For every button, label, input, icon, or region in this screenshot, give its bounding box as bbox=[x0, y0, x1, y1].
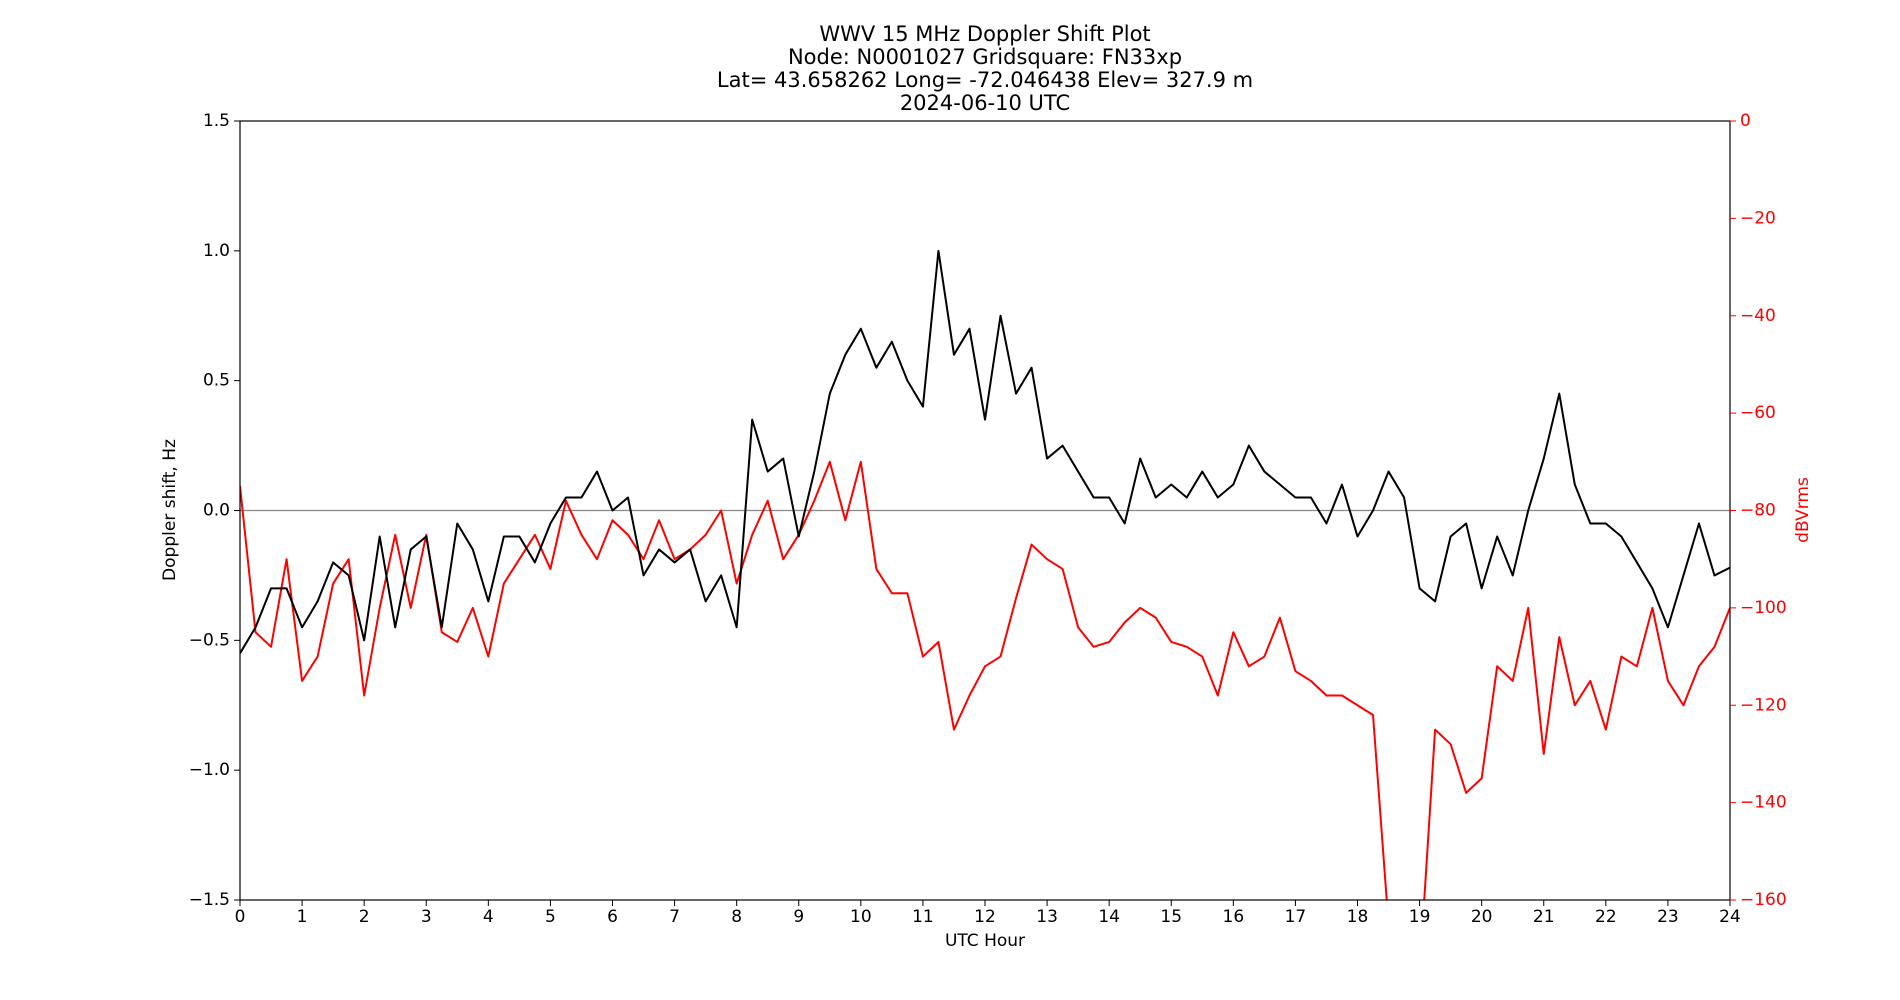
y-tick-label: 1.5 bbox=[203, 111, 230, 131]
y2-tick-label: −100 bbox=[1740, 598, 1787, 618]
y2-tick-label: −80 bbox=[1740, 501, 1776, 521]
x-tick-label: 5 bbox=[545, 907, 556, 927]
y2-tick-label: −20 bbox=[1740, 208, 1776, 228]
x-tick-label: 3 bbox=[421, 907, 432, 927]
x-tick-label: 21 bbox=[1533, 907, 1555, 927]
x-tick-label: 16 bbox=[1223, 907, 1245, 927]
y-tick-label: −1.0 bbox=[189, 760, 230, 780]
series-line bbox=[240, 460, 1730, 900]
x-tick-label: 10 bbox=[850, 907, 872, 927]
y2-tick-label: −60 bbox=[1740, 403, 1776, 423]
x-tick-label: 6 bbox=[607, 907, 618, 927]
x-tick-label: 18 bbox=[1347, 907, 1369, 927]
chart-subtitle: Node: N0001027 Gridsquare: FN33xp bbox=[788, 45, 1182, 69]
y-tick-label: 1.0 bbox=[203, 241, 230, 261]
y2-axis-label: dBVrms bbox=[1793, 477, 1813, 543]
chart-title: WWV 15 MHz Doppler Shift Plot bbox=[819, 22, 1150, 46]
series-line bbox=[240, 249, 1730, 654]
y-tick-label: −0.5 bbox=[189, 630, 230, 650]
x-tick-label: 9 bbox=[793, 907, 804, 927]
chart-subtitle: 2024-06-10 UTC bbox=[900, 91, 1070, 115]
x-tick-label: 1 bbox=[297, 907, 308, 927]
x-tick-label: 13 bbox=[1036, 907, 1058, 927]
y2-tick-label: −160 bbox=[1740, 890, 1787, 910]
x-tick-label: 24 bbox=[1719, 907, 1741, 927]
x-tick-label: 22 bbox=[1595, 907, 1617, 927]
x-tick-label: 0 bbox=[235, 907, 246, 927]
x-tick-label: 11 bbox=[912, 907, 934, 927]
y2-tick-label: 0 bbox=[1740, 111, 1751, 131]
x-tick-label: 20 bbox=[1471, 907, 1493, 927]
y-tick-label: 0.0 bbox=[203, 501, 230, 521]
x-tick-label: 2 bbox=[359, 907, 370, 927]
x-tick-label: 12 bbox=[974, 907, 996, 927]
x-tick-label: 14 bbox=[1098, 907, 1120, 927]
x-tick-label: 7 bbox=[669, 907, 680, 927]
x-tick-label: 8 bbox=[731, 907, 742, 927]
x-tick-label: 19 bbox=[1409, 907, 1431, 927]
x-tick-label: 4 bbox=[483, 907, 494, 927]
y2-tick-label: −120 bbox=[1740, 695, 1787, 715]
x-tick-label: 15 bbox=[1160, 907, 1182, 927]
x-axis-label: UTC Hour bbox=[945, 931, 1025, 951]
y-axis-label: Doppler shift, Hz bbox=[160, 439, 180, 581]
x-tick-label: 23 bbox=[1657, 907, 1679, 927]
y2-tick-label: −40 bbox=[1740, 306, 1776, 326]
y2-tick-label: −140 bbox=[1740, 793, 1787, 813]
y-tick-label: 0.5 bbox=[203, 371, 230, 391]
x-tick-label: 17 bbox=[1285, 907, 1307, 927]
chart-subtitle: Lat= 43.658262 Long= -72.046438 Elev= 32… bbox=[717, 68, 1253, 92]
y-tick-label: −1.5 bbox=[189, 890, 230, 910]
